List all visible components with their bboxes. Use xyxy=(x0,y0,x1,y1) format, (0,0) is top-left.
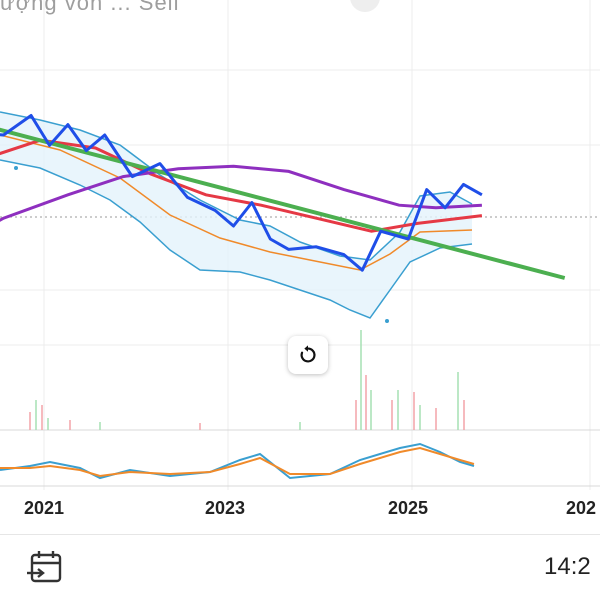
x-tick-2023: 2023 xyxy=(205,498,246,518)
ma-red-line xyxy=(0,138,483,233)
date-range-button[interactable] xyxy=(26,549,66,585)
marker-dot xyxy=(14,166,18,170)
volume-bars xyxy=(29,330,465,430)
ma-orange-line xyxy=(0,134,473,271)
reset-icon xyxy=(300,345,316,363)
clock-time: 14:2 xyxy=(544,553,591,580)
marker-dot xyxy=(385,319,389,323)
x-tick-2025: 2025 xyxy=(388,498,429,518)
price-line xyxy=(0,114,483,272)
bollinger-upper-line xyxy=(0,111,473,261)
reset-view-button[interactable] xyxy=(288,336,328,374)
macd-panel xyxy=(0,442,475,480)
signal-line xyxy=(0,446,475,478)
macd-line xyxy=(0,442,475,480)
header-circle-button[interactable] xyxy=(350,0,380,12)
bottom-toolbar: 14:2 xyxy=(0,534,600,601)
trendline[interactable] xyxy=(0,109,566,280)
bollinger-lower-line xyxy=(0,159,473,319)
x-tick-2021: 2021 xyxy=(24,498,65,518)
page-title: ượng vốn ... Sell xyxy=(0,0,180,15)
x-tick-2027: 202 xyxy=(566,498,597,518)
ma-purple-line xyxy=(0,164,482,222)
bollinger-band-fill xyxy=(0,112,472,318)
calendar-arrow-icon xyxy=(27,551,62,583)
